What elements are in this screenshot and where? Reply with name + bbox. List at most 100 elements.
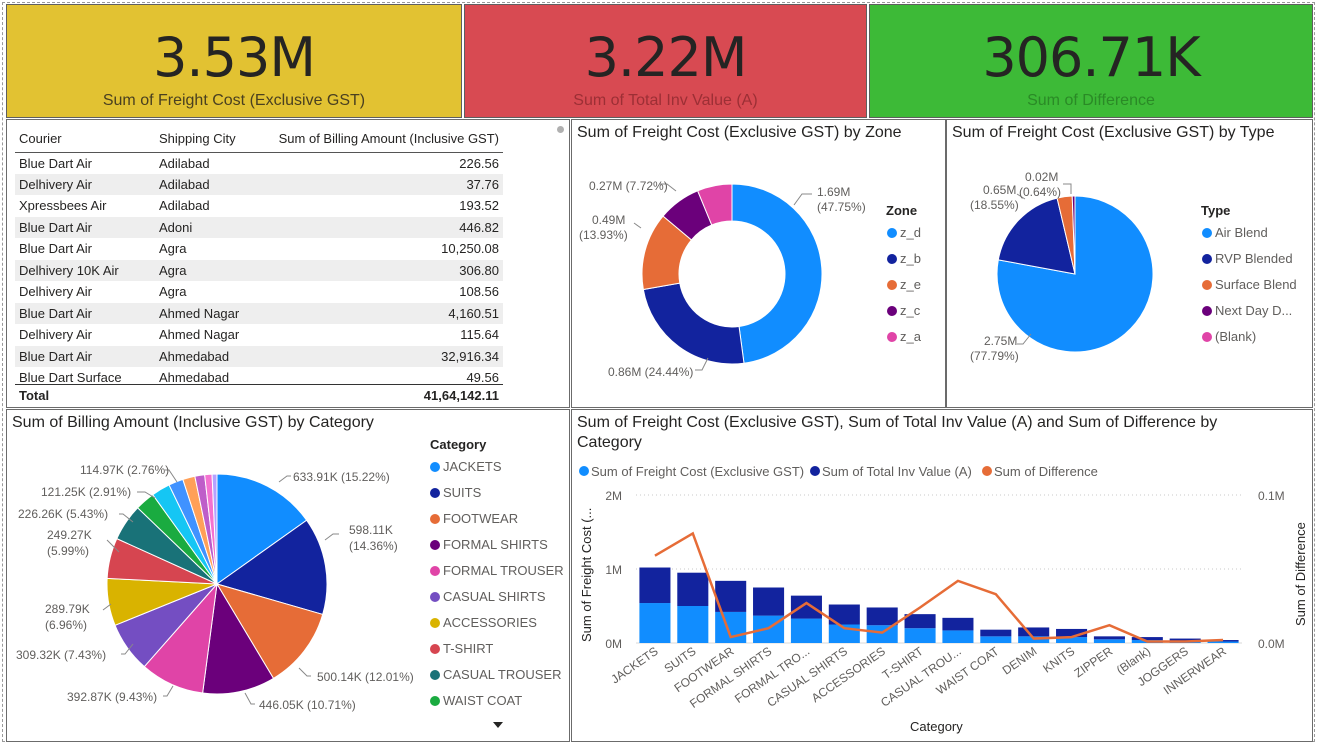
category-slice-footwear[interactable] — [215, 583, 324, 680]
legend-scroll-down-icon[interactable] — [493, 722, 503, 728]
category-legend-item-waist-coat[interactable]: WAIST COAT — [443, 693, 522, 708]
zone-legend-marker-z-d[interactable] — [887, 228, 897, 238]
bar-inv-value-zipper[interactable] — [1093, 636, 1125, 640]
bar-inv-value-accessories[interactable] — [866, 607, 898, 626]
table-row[interactable]: Blue Dart Air Agra 10,250.08 — [15, 238, 503, 260]
zone-donut-chart[interactable]: 1.69M (47.75%) 0.86M (24.44%) 0.49M (13.… — [572, 120, 946, 408]
type-legend-item-blank[interactable]: (Blank) — [1215, 329, 1256, 344]
table-row[interactable]: Xpressbees Air Adilabad 193.52 — [15, 195, 503, 217]
zone-legend-item-z-b[interactable]: z_b — [900, 251, 921, 266]
category-legend-marker-accessories[interactable] — [430, 618, 440, 628]
category-slice-jackets[interactable] — [216, 473, 308, 585]
bar-freight-t-shirt[interactable] — [904, 628, 936, 643]
category-legend-marker-t-shirt[interactable] — [430, 644, 440, 654]
zone-legend-item-z-e[interactable]: z_e — [900, 277, 921, 292]
category-legend-item-formal-trouser[interactable]: FORMAL TROUSER — [443, 563, 564, 578]
table-row[interactable]: Blue Dart Surface Ahmedabad 49.56 — [15, 367, 503, 389]
difference-line[interactable] — [654, 531, 1224, 643]
type-pie-chart[interactable]: 2.75M (77.79%) 0.65M (18.55%) 0.02M (0.6… — [947, 120, 1313, 408]
type-legend-marker-next-day-d[interactable] — [1202, 306, 1212, 316]
bar-inv-value-joggers[interactable] — [1169, 638, 1201, 641]
zone-slice-z-d[interactable] — [731, 183, 823, 364]
table-row[interactable]: Blue Dart Air Ahmed Nagar 4,160.51 — [15, 302, 503, 324]
category-slice-innerwear[interactable] — [211, 473, 218, 585]
bar-inv-value-formal-shirts[interactable] — [753, 587, 785, 616]
bar-inv-value-casual-trou[interactable] — [942, 617, 974, 631]
bar-freight-casual-trou[interactable] — [942, 630, 974, 643]
category-legend-item-accessories[interactable]: ACCESSORIES — [443, 615, 537, 630]
type-legend-item-next-day-d[interactable]: Next Day D... — [1215, 303, 1292, 318]
type-legend-marker-air-blend[interactable] — [1202, 228, 1212, 238]
bar-inv-value-blank[interactable] — [1131, 637, 1163, 641]
category-legend-item-formal-shirts[interactable]: FORMAL SHIRTS — [443, 537, 548, 552]
bar-freight-waist-coat[interactable] — [980, 636, 1012, 643]
zone-legend-marker-z-a[interactable] — [887, 332, 897, 342]
zone-legend-marker-z-c[interactable] — [887, 306, 897, 316]
table-row[interactable]: Delhivery Air Ahmed Nagar 115.64 — [15, 324, 503, 346]
zone-donut-panel[interactable]: Sum of Freight Cost (Exclusive GST) by Z… — [571, 119, 946, 408]
zone-legend-marker-z-b[interactable] — [887, 254, 897, 264]
table-row[interactable]: Blue Dart Air Adoni 446.82 — [15, 216, 503, 238]
billing-table-panel[interactable]: Courier Shipping City Sum of Billing Amo… — [6, 119, 570, 408]
kpi-freight-cost-card[interactable]: 3.53M Sum of Freight Cost (Exclusive GST… — [6, 4, 462, 118]
category-legend-marker-casual-shirts[interactable] — [430, 592, 440, 602]
bar-freight-suits[interactable] — [677, 606, 709, 643]
category-legend-item-t-shirt[interactable]: T-SHIRT — [443, 641, 493, 656]
bar-inv-value-denim[interactable] — [1018, 627, 1050, 637]
category-legend-marker-formal-trouser[interactable] — [430, 566, 440, 576]
category-legend-item-casual-trouser[interactable]: CASUAL TROUSER — [443, 667, 561, 682]
category-legend-item-suits[interactable]: SUITS — [443, 485, 482, 500]
bar-inv-value-jackets[interactable] — [639, 567, 671, 604]
table-row[interactable]: Delhivery Air Agra 108.56 — [15, 281, 503, 303]
bar-inv-value-suits[interactable] — [677, 572, 709, 606]
category-legend-item-jackets[interactable]: JACKETS — [443, 459, 502, 474]
bar-freight-innerwear[interactable] — [1207, 641, 1239, 643]
column-header-billing-amount[interactable]: Sum of Billing Amount (Inclusive GST) — [278, 131, 499, 147]
bar-inv-value-knits[interactable] — [1056, 628, 1088, 638]
category-legend-item-footwear[interactable]: FOOTWEAR — [443, 511, 518, 526]
type-legend-item-surface-blend[interactable]: Surface Blend — [1215, 277, 1297, 292]
kpi-difference-card[interactable]: 306.71K Sum of Difference — [869, 4, 1313, 118]
category-slice-suits[interactable] — [215, 519, 328, 616]
zone-legend-item-z-d[interactable]: z_d — [900, 225, 921, 240]
category-pie-chart[interactable]: 633.91K (15.22%) 598.11K (14.36%) 500.14… — [7, 410, 570, 742]
bar-freight-knits[interactable] — [1056, 637, 1088, 643]
category-legend-marker-footwear[interactable] — [430, 514, 440, 524]
type-slice-rvp-blended[interactable] — [997, 197, 1076, 275]
type-legend-item-rvp-blended[interactable]: RVP Blended — [1215, 251, 1293, 266]
table-scrollbar-thumb[interactable] — [557, 126, 564, 133]
bar-inv-value-t-shirt[interactable] — [904, 614, 936, 629]
category-pie-panel[interactable]: Sum of Billing Amount (Inclusive GST) by… — [6, 409, 570, 742]
category-legend-item-casual-shirts[interactable]: CASUAL SHIRTS — [443, 589, 546, 604]
type-slice-next-day-d[interactable] — [1071, 195, 1076, 275]
category-legend-marker-formal-shirts[interactable] — [430, 540, 440, 550]
billing-table[interactable]: Courier Shipping City Sum of Billing Amo… — [15, 126, 503, 389]
bar-freight-jackets[interactable] — [639, 603, 671, 643]
table-row[interactable]: Delhivery Air Adilabad 37.76 — [15, 173, 503, 195]
zone-slice-z-b[interactable] — [642, 282, 745, 365]
bar-inv-value-casual-shirts[interactable] — [828, 604, 860, 625]
table-row[interactable]: Delhivery 10K Air Agra 306.80 — [15, 259, 503, 281]
type-pie-panel[interactable]: Sum of Freight Cost (Exclusive GST) by T… — [946, 119, 1313, 408]
type-legend-marker-blank[interactable] — [1202, 332, 1212, 342]
zone-slice-z-a[interactable] — [696, 183, 733, 226]
zone-legend-item-z-a[interactable]: z_a — [900, 329, 922, 344]
category-legend-marker-suits[interactable] — [430, 488, 440, 498]
category-legend-marker-waist-coat[interactable] — [430, 696, 440, 706]
column-header-courier[interactable]: Courier — [19, 131, 62, 147]
type-legend-marker-rvp-blended[interactable] — [1202, 254, 1212, 264]
combo-chart[interactable]: Sum of Freight Cost (Exclusive GST) Sum … — [572, 410, 1313, 742]
kpi-total-inv-card[interactable]: 3.22M Sum of Total Inv Value (A) — [464, 4, 867, 118]
bar-freight-zipper[interactable] — [1093, 639, 1125, 643]
category-legend-marker-jackets[interactable] — [430, 462, 440, 472]
type-slice-air-blend[interactable] — [996, 195, 1154, 353]
table-row[interactable]: Blue Dart Air Ahmedabad 32,916.34 — [15, 345, 503, 367]
type-legend-marker-surface-blend[interactable] — [1202, 280, 1212, 290]
bar-freight-formal-tro[interactable] — [790, 618, 822, 643]
bar-inv-value-waist-coat[interactable] — [980, 629, 1012, 637]
bar-inv-value-formal-tro[interactable] — [790, 595, 822, 619]
column-header-shipping-city[interactable]: Shipping City — [159, 131, 236, 147]
type-legend-item-air-blend[interactable]: Air Blend — [1215, 225, 1268, 240]
category-legend-marker-casual-trouser[interactable] — [430, 670, 440, 680]
table-row[interactable]: Blue Dart Air Adilabad 226.56 — [15, 152, 503, 174]
